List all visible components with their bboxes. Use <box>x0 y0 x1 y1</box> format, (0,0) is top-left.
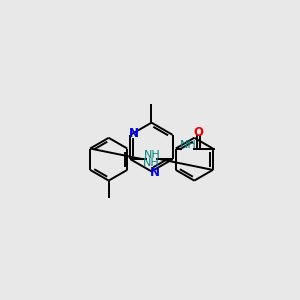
Text: N: N <box>129 127 139 140</box>
Text: NH: NH <box>143 158 160 168</box>
Text: N: N <box>150 166 160 179</box>
Text: O: O <box>194 126 204 139</box>
Text: NH: NH <box>143 150 160 161</box>
Text: NH: NH <box>180 140 196 150</box>
